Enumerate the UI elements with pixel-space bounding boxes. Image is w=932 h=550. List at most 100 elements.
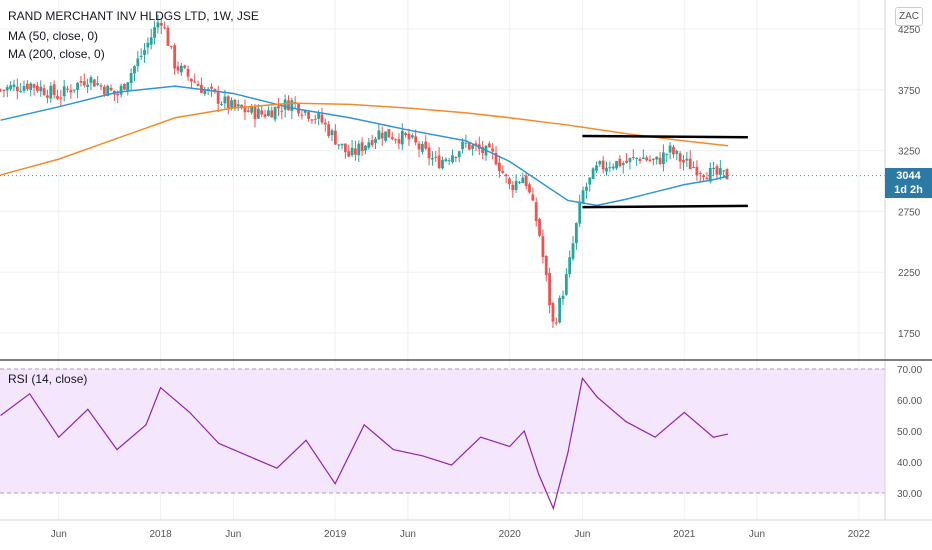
candle-body — [290, 100, 294, 111]
candle-body — [317, 113, 321, 119]
candle-body — [618, 158, 622, 167]
candle-body — [153, 27, 156, 38]
candle-body — [340, 143, 344, 146]
candle-body — [571, 243, 575, 259]
rsi-polyline — [0, 376, 729, 511]
candle-body — [310, 119, 314, 121]
candle-body — [457, 151, 461, 158]
time-tick-label: 2019 — [324, 529, 347, 540]
candle-body — [414, 136, 418, 143]
candle-body — [397, 139, 401, 144]
candle-body — [591, 168, 595, 180]
candle-body — [625, 160, 628, 163]
candle-body — [668, 145, 672, 153]
candle-body — [708, 168, 712, 182]
trendlines — [0, 134, 885, 209]
candle-body — [99, 85, 103, 87]
candle-body — [287, 100, 290, 111]
candle-body — [541, 236, 545, 257]
candle-body — [277, 106, 280, 109]
candle-body — [223, 96, 227, 104]
last-price: 3044 — [896, 170, 921, 182]
candle-body — [715, 166, 719, 175]
time-tick-label: 2022 — [848, 529, 871, 540]
candle-body — [712, 167, 716, 169]
candle-body — [638, 158, 642, 161]
candle-body — [702, 175, 705, 178]
time-tick-label: 2021 — [673, 529, 696, 540]
candle-body — [313, 118, 317, 120]
candle-body — [655, 156, 659, 160]
time-tick-label: 2018 — [149, 529, 172, 540]
candles — [0, 14, 729, 329]
candle-body — [370, 140, 374, 146]
candle-body — [0, 89, 2, 91]
candle-body — [695, 166, 699, 176]
candle-body — [487, 143, 491, 148]
candle-body — [270, 110, 274, 118]
candle-body — [497, 162, 501, 172]
candle-body — [675, 150, 679, 154]
time-tick-label: Jun — [225, 529, 241, 540]
candle-body — [631, 156, 635, 158]
rsi-tick-label: 70.00 — [897, 365, 922, 376]
candle-body — [531, 194, 535, 201]
candle-body — [471, 145, 475, 149]
candle-body — [578, 201, 582, 224]
candle-body — [337, 144, 341, 146]
candle-body — [149, 37, 153, 45]
candle-body — [410, 135, 414, 138]
candle-body — [431, 158, 434, 160]
candle-body — [354, 148, 357, 155]
candle-body — [196, 83, 200, 87]
candle-body — [481, 147, 485, 153]
time-tick-label: Jun — [574, 529, 590, 540]
candle-body — [551, 303, 555, 322]
candle-body — [538, 219, 541, 236]
candle-body — [106, 85, 110, 97]
candle-body — [404, 133, 408, 135]
candle-body — [528, 184, 531, 193]
candle-body — [330, 130, 334, 136]
candle-body — [293, 101, 297, 103]
candle-body — [511, 184, 515, 191]
candle-body — [266, 110, 270, 116]
candle-body — [347, 151, 351, 157]
candle-body — [561, 295, 565, 299]
candle-body — [233, 99, 237, 108]
candle-body — [320, 114, 324, 123]
candle-body — [688, 158, 692, 170]
bar-countdown: 1d 2h — [894, 184, 923, 196]
ma50-line — [0, 85, 729, 207]
candle-body — [96, 83, 100, 85]
rsi-tick-label: 40.00 — [897, 458, 922, 469]
candle-body — [598, 161, 602, 165]
candle-body — [441, 159, 444, 169]
candle-body — [15, 86, 19, 92]
candle-body — [534, 202, 538, 222]
candle-body — [193, 81, 197, 83]
candle-body — [491, 148, 495, 152]
candle-body — [42, 88, 46, 96]
candle-body — [725, 169, 729, 180]
candle-body — [514, 180, 518, 190]
candle-body — [246, 110, 250, 112]
candle-body — [424, 141, 428, 149]
candle-body — [72, 89, 76, 91]
candle-body — [126, 82, 130, 91]
candle-body — [22, 86, 26, 91]
candle-body — [564, 274, 568, 295]
candle-body — [236, 104, 240, 107]
candle-body — [524, 175, 528, 187]
lower-trendline — [582, 204, 748, 209]
moving-averages — [0, 85, 729, 207]
candle-body — [59, 97, 63, 99]
currency-button[interactable]: ZAC — [895, 7, 923, 26]
candle-body — [692, 167, 695, 169]
candle-body — [56, 96, 59, 99]
candle-body — [216, 90, 220, 104]
candle-body — [29, 83, 33, 90]
price-tick-label: 1750 — [898, 329, 921, 340]
candle-body — [464, 142, 468, 144]
